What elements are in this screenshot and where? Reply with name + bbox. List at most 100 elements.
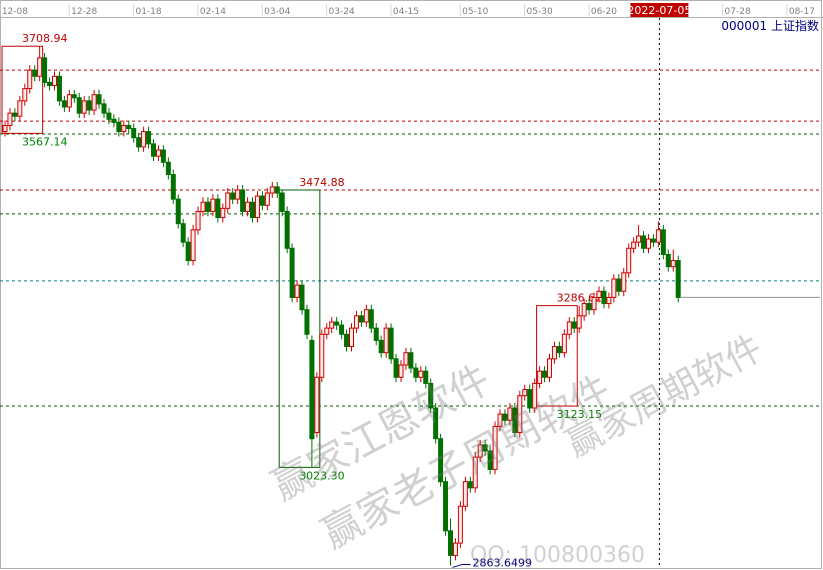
candle-up xyxy=(17,100,23,117)
candle-down xyxy=(368,309,374,329)
candle-up xyxy=(462,481,468,507)
candle-down xyxy=(96,94,102,105)
x-tick-highlight xyxy=(630,3,689,17)
candle-up xyxy=(532,382,538,409)
candle-up xyxy=(383,327,389,354)
x-tick-label: 02-14 xyxy=(200,7,226,17)
candle-down xyxy=(289,247,295,298)
candle-down xyxy=(344,333,350,348)
candle-down xyxy=(116,121,122,133)
candle-down xyxy=(151,143,156,157)
candle-down xyxy=(443,481,449,532)
candle-up xyxy=(235,189,241,200)
low-annotation-pointer xyxy=(452,563,471,568)
candle-down xyxy=(393,358,399,378)
candle-down xyxy=(675,260,681,298)
candle-up xyxy=(220,207,226,219)
candle-down xyxy=(467,481,473,489)
candle-up xyxy=(403,352,409,366)
candle-up xyxy=(596,290,602,298)
x-tick-label: 12-08 xyxy=(2,7,28,17)
box-low-label: 3567.14 xyxy=(22,135,68,148)
candle-down xyxy=(111,118,117,123)
candle-down xyxy=(180,223,186,243)
candle-up xyxy=(606,296,612,305)
candle-up xyxy=(349,327,354,348)
candle-down xyxy=(12,112,18,117)
box-high-label: 3474.88 xyxy=(299,176,345,189)
candle-down xyxy=(299,284,305,311)
candle-down xyxy=(71,94,77,99)
candle-up xyxy=(254,195,260,219)
candle-down xyxy=(571,321,577,329)
candle-up xyxy=(329,321,335,329)
x-tick-label: 03-04 xyxy=(264,7,290,17)
candle-up xyxy=(626,247,632,274)
candle-down xyxy=(250,201,255,219)
x-tick-label: 2022-07-05 xyxy=(627,4,691,17)
candle-up xyxy=(581,303,587,317)
candle-up xyxy=(27,69,33,90)
candle-down xyxy=(101,103,107,114)
candle-up xyxy=(591,296,597,311)
x-tick-label: 08-17 xyxy=(789,7,815,17)
candle-up xyxy=(646,238,651,249)
candle-down xyxy=(160,149,166,163)
candle-up xyxy=(200,201,206,212)
candle-up xyxy=(457,505,463,544)
candle-up xyxy=(655,229,661,243)
candle-down xyxy=(428,382,434,409)
candle-up xyxy=(363,309,369,323)
candle-down xyxy=(240,189,246,212)
candle-up xyxy=(66,94,72,108)
candle-down xyxy=(131,128,137,139)
candle-up xyxy=(294,284,300,298)
candle-down xyxy=(665,253,671,268)
candle-down xyxy=(170,174,176,200)
candle-up xyxy=(141,131,147,148)
candle-up xyxy=(611,278,617,298)
candle-down xyxy=(586,303,592,311)
candle-up xyxy=(155,149,161,157)
candle-up xyxy=(37,57,43,77)
candle-up xyxy=(195,210,201,231)
candle-down xyxy=(76,97,82,114)
candle-down xyxy=(334,321,340,326)
candle-down xyxy=(388,327,394,360)
candle-down xyxy=(309,339,315,440)
x-tick-label: 05-30 xyxy=(527,7,553,17)
candle-up xyxy=(561,333,567,354)
candle-up xyxy=(636,235,642,243)
candle-down xyxy=(556,346,562,354)
candle-up xyxy=(269,186,275,194)
x-tick-label: 07-28 xyxy=(725,7,751,17)
candle-up xyxy=(507,407,513,421)
candle-down xyxy=(175,198,181,225)
candle-up xyxy=(551,346,557,360)
candle-down xyxy=(259,195,265,206)
x-tick-label: 12-28 xyxy=(71,7,97,17)
candle-up xyxy=(314,376,320,434)
candle-up xyxy=(566,321,572,335)
candle-up xyxy=(245,201,251,212)
candle-down xyxy=(56,75,62,102)
candle-down xyxy=(165,161,171,176)
candle-down xyxy=(438,438,444,483)
candle-down xyxy=(373,327,379,341)
candle-up xyxy=(472,456,478,489)
candle-up xyxy=(264,192,270,206)
candle-down xyxy=(304,309,310,335)
candle-up xyxy=(353,315,359,329)
candle-up xyxy=(190,229,196,262)
candle-down xyxy=(512,407,518,434)
candle-down xyxy=(660,229,666,255)
candle-down xyxy=(284,210,290,249)
range-box xyxy=(1,45,44,134)
candle-down xyxy=(641,235,647,249)
candle-down xyxy=(527,389,533,409)
candle-up xyxy=(52,75,57,87)
candle-down xyxy=(423,370,429,384)
candle-up xyxy=(7,112,13,126)
